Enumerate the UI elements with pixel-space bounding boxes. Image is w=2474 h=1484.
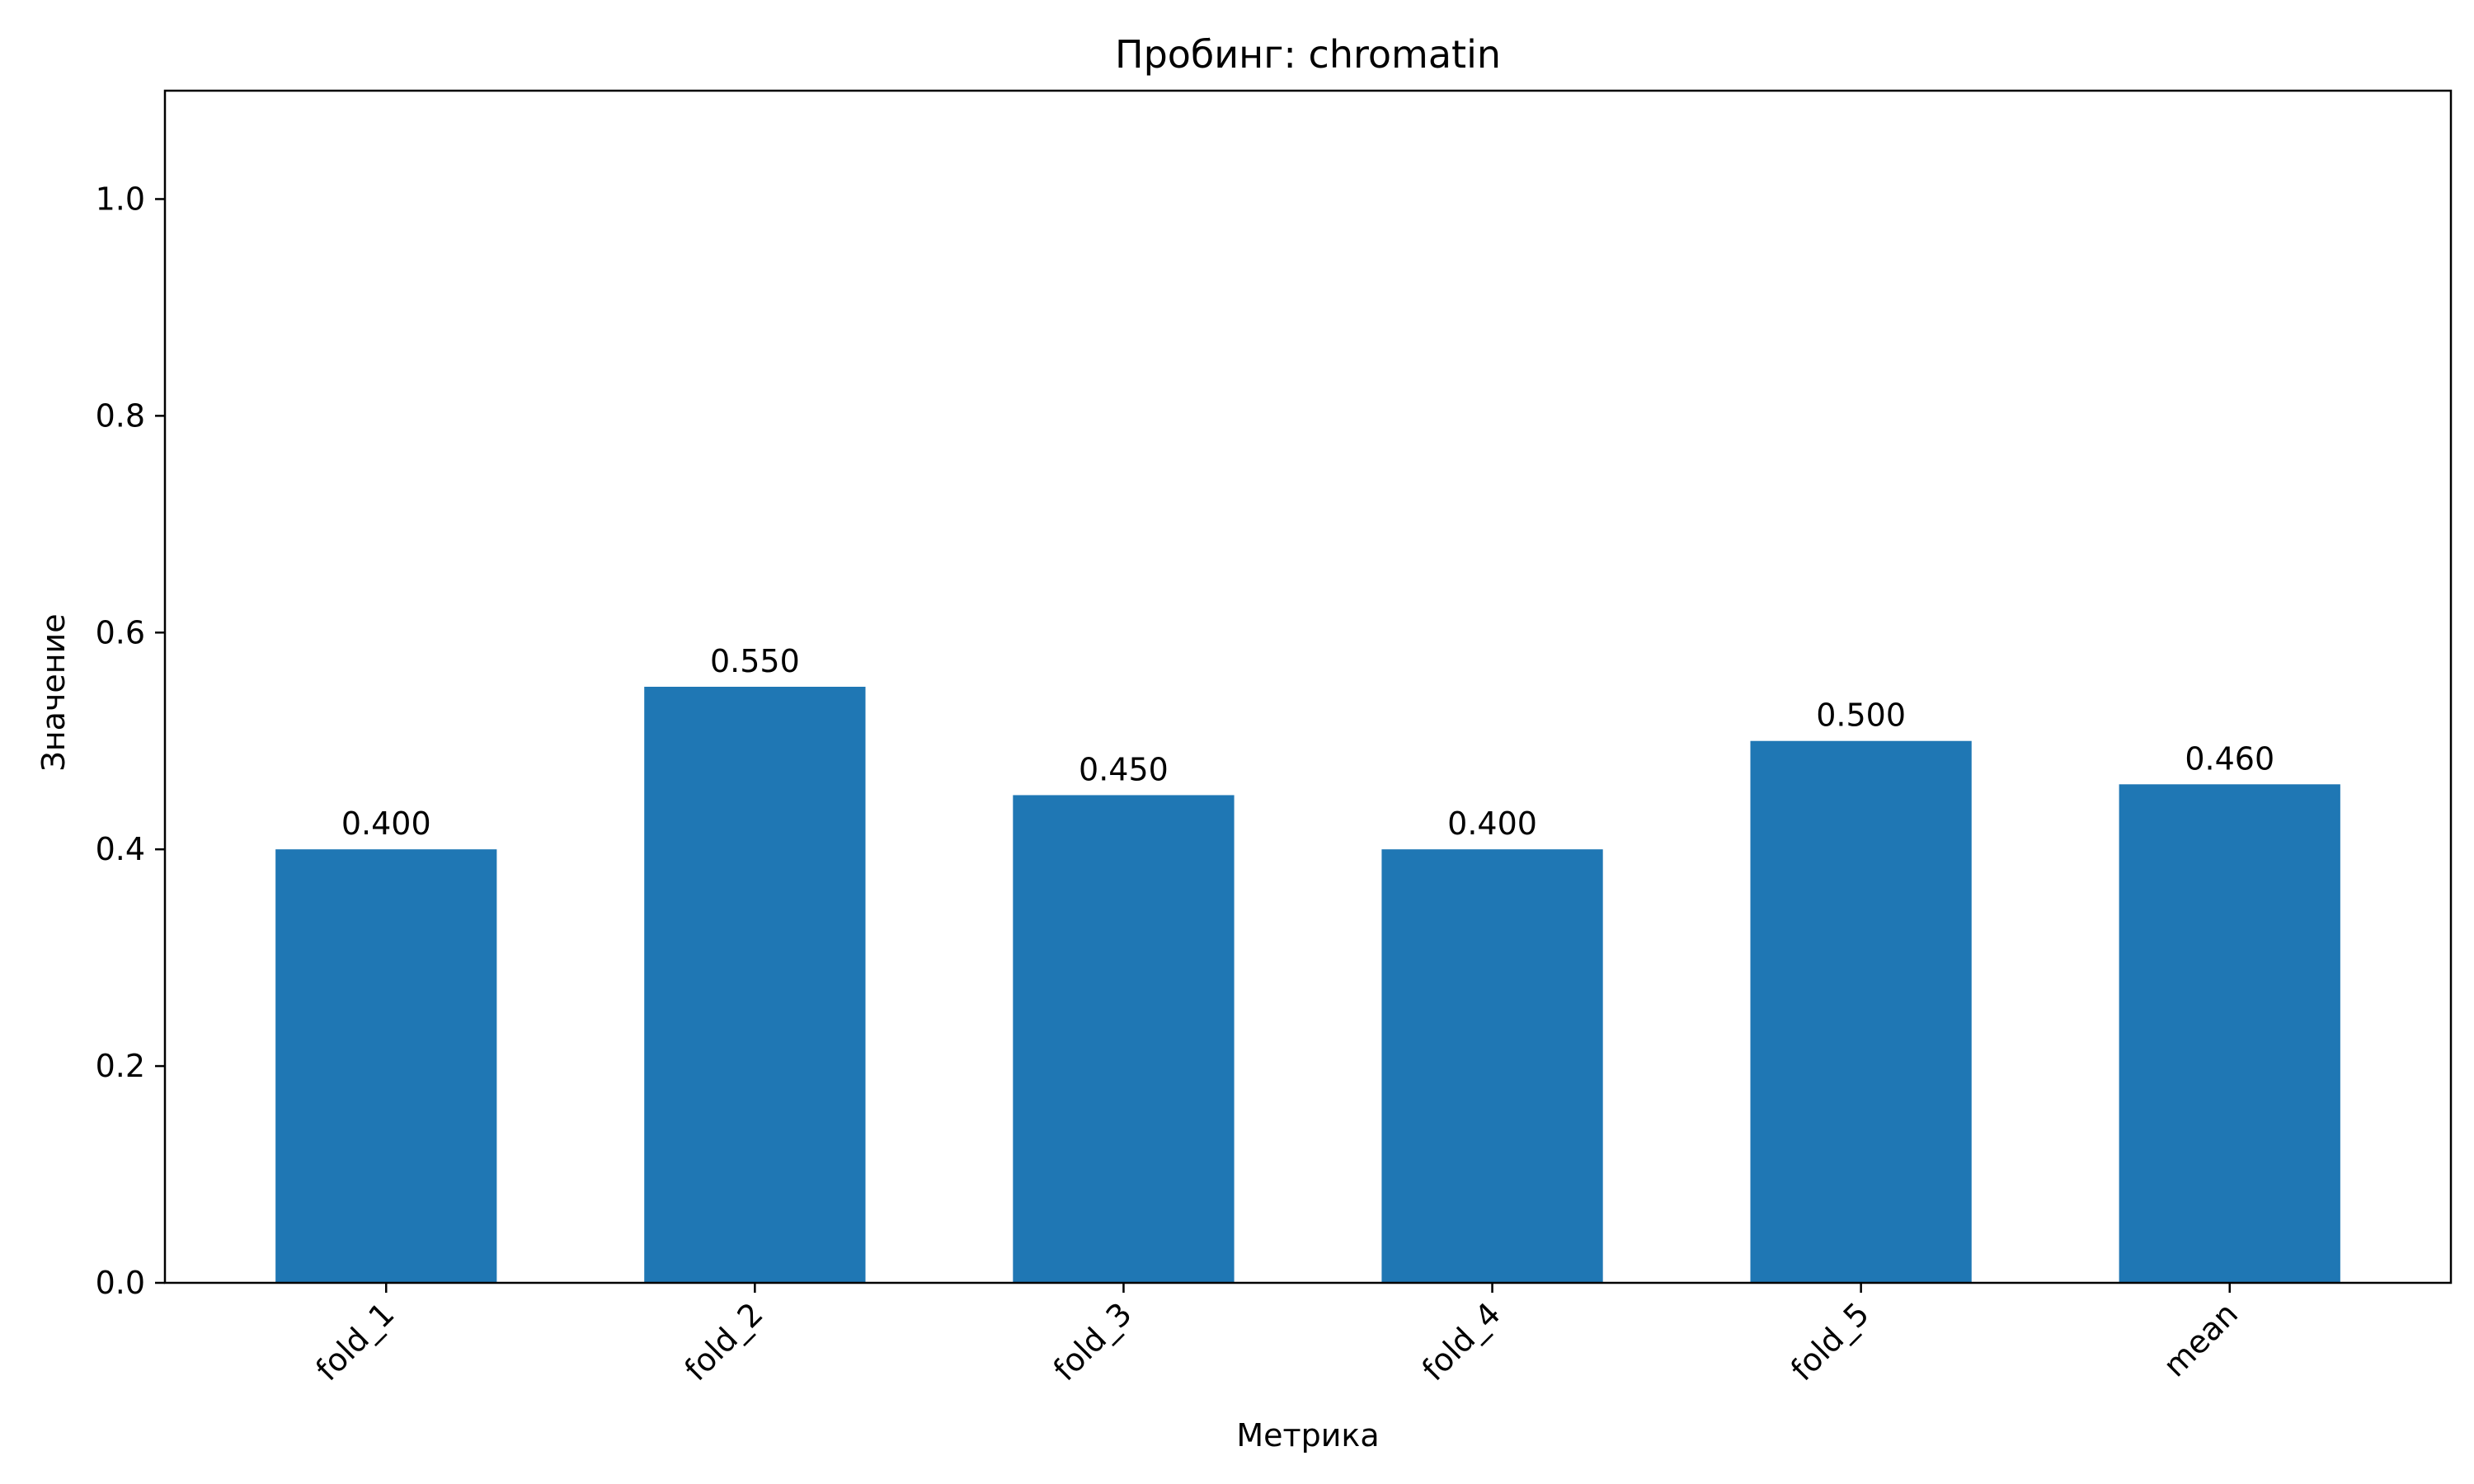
data-label-fold_4: 0.400 [1447, 805, 1537, 842]
plot-frame [163, 89, 2453, 1284]
bar-fold_2 [644, 687, 866, 1283]
data-label-fold_5: 0.500 [1816, 697, 1906, 734]
y-tick-label: 1.0 [96, 181, 145, 217]
x-axis-label: Метрика [1236, 1417, 1379, 1453]
bars-group [275, 687, 2340, 1283]
data-label-mean: 0.460 [2185, 740, 2274, 777]
y-tick-label: 0.6 [96, 614, 145, 650]
y-tick-label: 0.4 [96, 831, 145, 867]
bar-fold_4 [1381, 849, 1603, 1283]
y-axis: 0.0 0.2 0.4 0.6 0.8 1.0 [96, 181, 165, 1301]
data-label-fold_1: 0.400 [341, 805, 431, 842]
data-label-fold_2: 0.550 [710, 643, 800, 679]
chart-title: Пробинг: chromatin [1115, 32, 1501, 77]
y-tick-label: 0.2 [96, 1048, 145, 1084]
y-axis-label: Значение [35, 613, 72, 771]
data-labels-group: 0.400 0.550 0.450 0.400 0.500 0.460 [341, 643, 2274, 842]
bar-fold_5 [1750, 740, 1972, 1283]
bar-fold_1 [275, 849, 497, 1283]
y-tick-label: 0.8 [96, 397, 145, 434]
y-tick-label: 0.0 [96, 1265, 145, 1301]
bar-fold_3 [1013, 795, 1235, 1283]
bar-mean [2119, 784, 2340, 1283]
data-label-fold_3: 0.450 [1079, 751, 1169, 787]
